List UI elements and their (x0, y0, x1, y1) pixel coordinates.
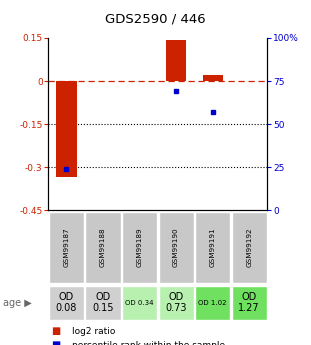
Text: GSM99188: GSM99188 (100, 228, 106, 267)
Bar (56, 81, 77, 177)
Text: ■: ■ (51, 340, 61, 345)
Text: OD
0.08: OD 0.08 (56, 292, 77, 313)
Bar (49, 286, 84, 320)
Bar (195, 286, 230, 320)
Bar (195, 212, 230, 283)
Bar (86, 212, 121, 283)
Text: GSM99190: GSM99190 (173, 228, 179, 267)
Bar (86, 286, 121, 320)
Text: ■: ■ (51, 326, 61, 336)
Text: GSM99191: GSM99191 (210, 228, 216, 267)
Text: OD 0.34: OD 0.34 (125, 300, 154, 306)
Text: OD
1.27: OD 1.27 (238, 292, 260, 313)
Text: percentile rank within the sample: percentile rank within the sample (72, 341, 225, 345)
Text: GDS2590 / 446: GDS2590 / 446 (105, 12, 206, 25)
Text: OD
0.15: OD 0.15 (92, 292, 114, 313)
Bar (122, 212, 157, 283)
Bar (232, 286, 267, 320)
Bar (49, 212, 84, 283)
Text: OD 1.02: OD 1.02 (198, 300, 227, 306)
Bar (159, 286, 194, 320)
Bar (122, 286, 157, 320)
Text: GSM99192: GSM99192 (246, 228, 252, 267)
Text: GSM99187: GSM99187 (63, 228, 69, 267)
Bar (159, 212, 194, 283)
Bar (202, 75, 223, 81)
Text: GSM99189: GSM99189 (137, 228, 142, 267)
Text: OD
0.73: OD 0.73 (165, 292, 187, 313)
Text: log2 ratio: log2 ratio (72, 327, 115, 336)
Text: age ▶: age ▶ (3, 298, 32, 308)
Bar (232, 212, 267, 283)
Bar (166, 40, 186, 81)
